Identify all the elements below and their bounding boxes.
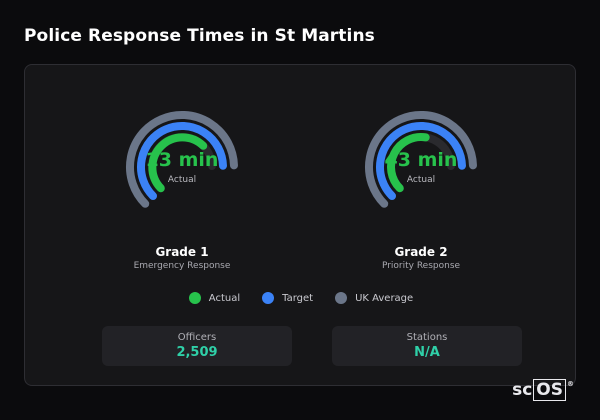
grade-1-gauge: 13 min Actual <box>122 109 242 219</box>
stations-stat: Stations N/A <box>332 326 522 366</box>
grade-2-description: Priority Response <box>381 261 461 271</box>
legend-label-uk-average: UK Average <box>355 292 414 304</box>
response-times-card: 13 min Actual Grade 1 Emergency Response… <box>24 64 576 386</box>
officers-label: Officers <box>177 332 217 343</box>
brand-logo: sc OS ® <box>512 379 574 401</box>
grade-1-gauge-rings <box>126 111 238 208</box>
grade-2-gauge: 43 min Actual <box>361 109 481 219</box>
blue-dot-icon <box>262 292 275 304</box>
grey-dot-icon <box>335 292 348 304</box>
legend-item-target: Target <box>262 292 313 304</box>
officers-stat: Officers 2,509 <box>102 326 292 366</box>
officers-value: 2,509 <box>176 345 218 360</box>
legend-label-actual: Actual <box>208 292 241 304</box>
brand-mark: ® <box>567 380 574 388</box>
grade-1-target-ring <box>137 122 227 200</box>
grade-1-uk-average-ring <box>126 111 238 208</box>
grade-1-description: Emergency Response <box>133 261 231 271</box>
brand-boxed: OS <box>533 379 566 401</box>
grade-1-sublabel: Actual <box>167 175 197 185</box>
grade-2-uk-average-ring <box>365 111 477 208</box>
grade-2-name: Grade 2 <box>394 245 448 259</box>
legend-item-uk-average: UK Average <box>335 292 413 304</box>
green-dot-icon <box>188 292 201 304</box>
grade-2-sublabel: Actual <box>406 175 436 185</box>
stations-value: N/A <box>414 345 440 360</box>
grade-2-value: 43 min <box>384 149 458 171</box>
grade-2-gauge-rings <box>365 111 477 208</box>
legend-label-target: Target <box>282 292 314 304</box>
stations-label: Stations <box>406 332 448 343</box>
legend: Actual Target UK Average <box>25 292 577 304</box>
grade-2-target-ring <box>376 122 466 200</box>
brand-prefix: sc <box>512 380 533 400</box>
page-title: Police Response Times in St Martins <box>24 26 375 46</box>
grade-1-value: 13 min <box>145 149 219 171</box>
grade-1-actual-ring <box>148 133 208 193</box>
legend-item-actual: Actual <box>188 292 241 304</box>
grade-1-name: Grade 1 <box>155 245 209 259</box>
grade-2-actual-ring <box>387 133 430 193</box>
